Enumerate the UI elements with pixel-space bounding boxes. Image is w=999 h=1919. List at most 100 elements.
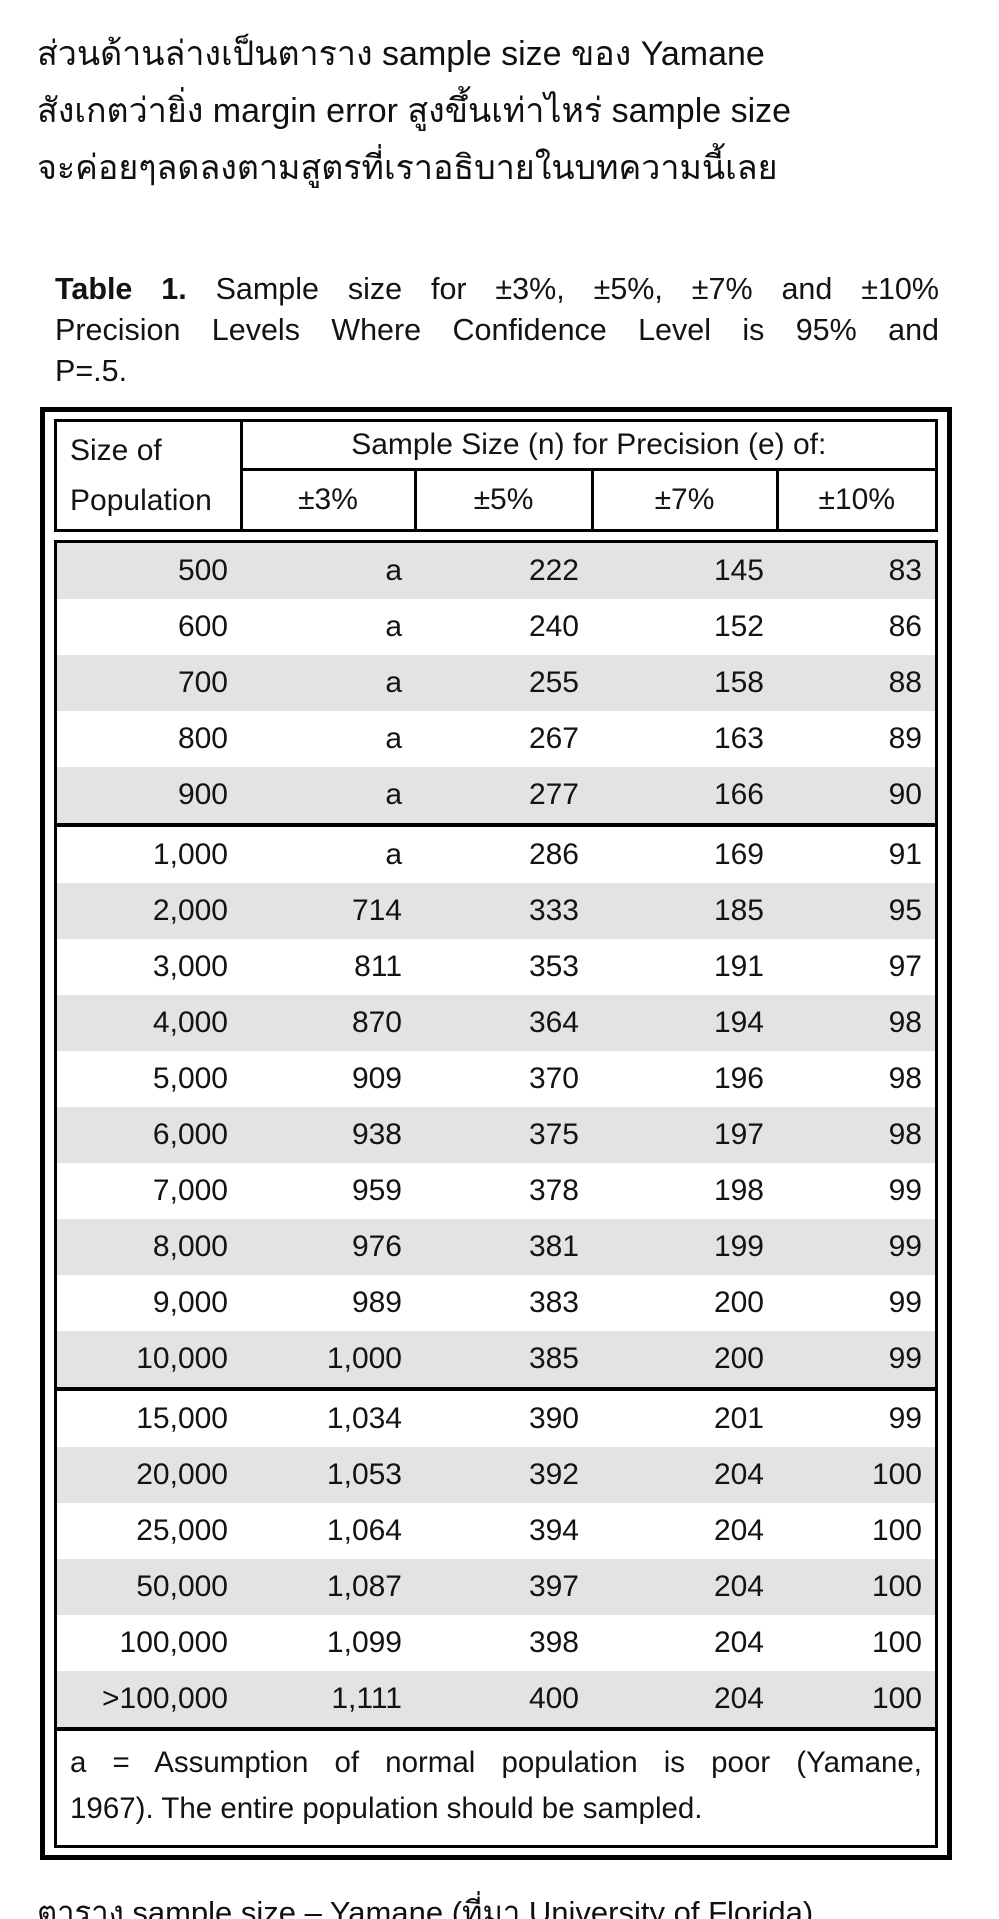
table-row: 15,000 1,034 390 201 99 — [57, 1387, 935, 1447]
table-row: 3,000 811 353 191 97 — [57, 939, 935, 995]
sample-size-cell: a — [385, 554, 402, 587]
sample-size-cell: 88 — [888, 666, 922, 699]
population-cell: 4,000 — [152, 1006, 228, 1039]
sample-size-cell: 204 — [713, 1458, 764, 1491]
sample-size-cell: 381 — [528, 1230, 579, 1263]
sample-size-cell: 400 — [528, 1682, 579, 1715]
population-cell: 2,000 — [152, 894, 228, 927]
precision-header-7pct: ±7% — [590, 469, 777, 529]
sample-size-cell: 145 — [713, 554, 764, 587]
sample-size-cell: 169 — [592, 823, 777, 883]
sample-size-cell: 198 — [713, 1174, 764, 1207]
footnote-line-1: a = Assumption of normal population is p… — [70, 1746, 922, 1779]
sample-size-cell: 870 — [351, 1006, 402, 1039]
table-row: 25,000 1,064 394 204 100 — [57, 1503, 935, 1559]
sample-size-cell: 204 — [713, 1682, 764, 1715]
precision-span-header: Sample Size (n) for Precision (e) of: — [241, 422, 936, 471]
table-row: 4,000 870 364 194 98 — [57, 995, 935, 1051]
sample-size-cell: a — [241, 823, 415, 883]
sample-size-cell: 364 — [528, 1006, 579, 1039]
sample-size-cell: 240 — [528, 610, 579, 643]
sample-size-cell: 267 — [528, 722, 579, 755]
sample-size-cell: 100 — [871, 1570, 922, 1603]
table-row: 6,000 938 375 197 98 — [57, 1107, 935, 1163]
sample-size-cell: 811 — [354, 950, 402, 983]
sample-size-table: Size of Population Sample Size (n) for P… — [40, 407, 952, 1860]
figure-caption: ตาราง sample size – Yamane (ที่มา Univer… — [37, 1887, 971, 1919]
sample-size-cell: 1,087 — [326, 1570, 402, 1603]
sample-size-cell: 201 — [592, 1387, 777, 1447]
sample-size-cell: a — [385, 666, 402, 699]
sample-size-cell: 392 — [528, 1458, 579, 1491]
sample-size-cell: 353 — [528, 950, 579, 983]
population-cell: 10,000 — [136, 1342, 228, 1375]
population-cell: 7,000 — [152, 1174, 228, 1207]
sample-size-cell: 959 — [351, 1174, 402, 1207]
sample-size-cell: 394 — [528, 1514, 579, 1547]
population-cell: 15,000 — [57, 1387, 241, 1447]
sample-size-cell: 89 — [888, 722, 922, 755]
sample-size-cell: 398 — [528, 1626, 579, 1659]
sample-size-cell: 909 — [351, 1062, 402, 1095]
sample-size-cell: 99 — [888, 1342, 922, 1375]
intro-line-2: สังเกตว่ายิ่ง margin error สูงขึ้นเท่าไห… — [37, 92, 792, 130]
sample-size-cell: 99 — [777, 1387, 935, 1447]
sample-size-cell: 97 — [888, 950, 922, 983]
table-row: 50,000 1,087 397 204 100 — [57, 1559, 935, 1615]
sample-size-cell: 98 — [888, 1062, 922, 1095]
intro-line-3: จะค่อยๆลดลงตามสูตรที่เราอธิบายในบทความนี… — [37, 149, 778, 187]
population-header-cell: Size of Population — [57, 422, 243, 529]
sample-size-cell: 378 — [528, 1174, 579, 1207]
sample-size-cell: 286 — [415, 823, 592, 883]
source-link[interactable]: University of Florida — [528, 1895, 803, 1919]
sample-size-cell: 333 — [528, 894, 579, 927]
sample-size-cell: 1,099 — [326, 1626, 402, 1659]
sample-size-cell: 1,111 — [331, 1682, 402, 1715]
sample-size-cell: 200 — [713, 1342, 764, 1375]
sample-size-cell: 98 — [888, 1118, 922, 1151]
intro-paragraph: ส่วนด้านล่างเป็นตาราง sample size ของ Ya… — [37, 26, 971, 197]
sample-size-cell: 191 — [713, 950, 764, 983]
table-title-line-3: P=.5. — [55, 354, 128, 388]
precision-header-3pct: ±3% — [298, 483, 358, 516]
sample-size-cell: 989 — [351, 1286, 402, 1319]
intro-line-1: ส่วนด้านล่างเป็นตาราง sample size ของ Ya… — [37, 35, 765, 73]
table-row: 8,000 976 381 199 99 — [57, 1219, 935, 1275]
table-row: 10,000 1,000 385 200 99 — [57, 1331, 935, 1389]
population-header-line-2: Population — [70, 483, 212, 517]
sample-size-cell: 99 — [888, 1286, 922, 1319]
sample-size-cell: 99 — [888, 1230, 922, 1263]
table-row: 800 a 267 163 89 — [57, 711, 935, 767]
population-cell: 9,000 — [152, 1286, 228, 1319]
sample-size-cell: 100 — [871, 1626, 922, 1659]
sample-size-cell: 185 — [713, 894, 764, 927]
sample-size-cell: 99 — [888, 1174, 922, 1207]
sample-size-cell: a — [385, 722, 402, 755]
population-cell: 1,000 — [57, 823, 241, 883]
table-row: 700 a 255 158 88 — [57, 655, 935, 711]
population-cell: 100,000 — [119, 1626, 228, 1659]
precision-header-10pct: ±10% — [775, 469, 936, 529]
population-cell: 25,000 — [136, 1514, 228, 1547]
sample-size-cell: 196 — [713, 1062, 764, 1095]
table-row: 5,000 909 370 196 98 — [57, 1051, 935, 1107]
sample-size-cell: 938 — [351, 1118, 402, 1151]
table-figure: Table 1. Sample size for ±3%, ±5%, ±7% a… — [40, 269, 958, 1860]
sample-size-cell: 204 — [713, 1570, 764, 1603]
footnote-line-2: 1967). The entire population should be s… — [70, 1792, 703, 1825]
sample-size-cell: 152 — [713, 610, 764, 643]
sample-size-cell: 375 — [528, 1118, 579, 1151]
sample-size-cell: 1,000 — [326, 1342, 402, 1375]
sample-size-cell: 385 — [528, 1342, 579, 1375]
precision-header-5pct: ±5% — [413, 469, 592, 529]
population-cell: 900 — [177, 778, 228, 811]
population-cell: >100,000 — [102, 1682, 228, 1715]
table-row: 20,000 1,053 392 204 100 — [57, 1447, 935, 1503]
sample-size-cell: 714 — [351, 894, 402, 927]
sample-size-cell: 100 — [871, 1682, 922, 1715]
population-header-line-1: Size of — [70, 433, 162, 467]
table-row: 500 a 222 145 83 — [57, 543, 935, 599]
table-title: Table 1. Sample size for ±3%, ±5%, ±7% a… — [55, 269, 939, 392]
sample-size-cell: 98 — [888, 1006, 922, 1039]
sample-size-cell: 976 — [351, 1230, 402, 1263]
